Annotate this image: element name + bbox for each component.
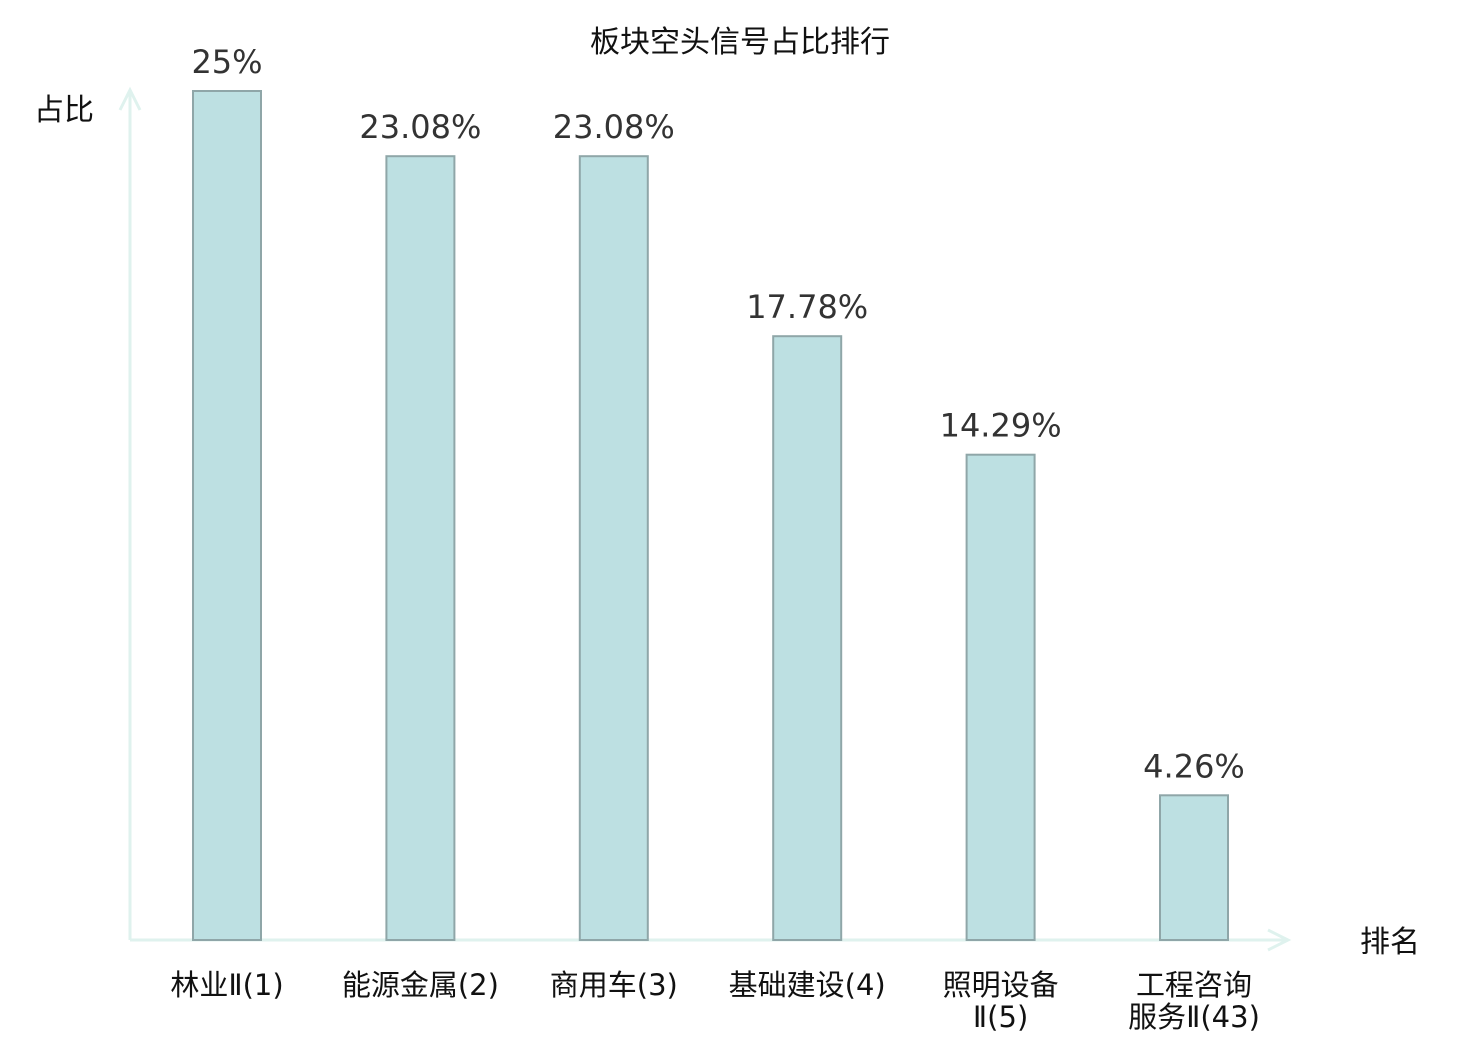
y-axis-arrowhead: [118, 86, 142, 111]
category-label-line: Ⅱ(5): [973, 1000, 1028, 1034]
chart-title: 板块空头信号占比排行: [590, 25, 890, 60]
category-label-line: 工程咨询: [1136, 968, 1252, 1002]
value-labels-group: 25% 23.08% 23.08% 17.78% 14.29% 4.26%: [191, 43, 1244, 785]
category-label-line: 林业Ⅱ(1): [170, 968, 283, 1002]
category-label-line: 商用车(3): [550, 968, 678, 1002]
category-label-line: 服务Ⅱ(43): [1128, 1000, 1260, 1034]
y-axis-label: 占比: [34, 93, 94, 128]
category-label-line: 照明设备: [943, 968, 1059, 1002]
value-label: 4.26%: [1143, 747, 1245, 785]
value-label: 23.08%: [553, 108, 675, 146]
x-axis-label: 排名: [1360, 925, 1420, 960]
bar: [192, 90, 262, 941]
category-label: 照明设备 Ⅱ(5): [943, 968, 1059, 1034]
bar: [385, 155, 456, 941]
value-label: 23.08%: [359, 108, 481, 146]
category-label-line: 基础建设(4): [729, 968, 886, 1002]
category-label-line: 能源金属(2): [342, 968, 499, 1002]
bar: [578, 155, 649, 941]
x-axis-arrowhead: [1267, 928, 1292, 952]
value-label: 17.78%: [746, 288, 868, 326]
bar: [1159, 794, 1229, 941]
category-label: 工程咨询服务Ⅱ(43): [1128, 968, 1260, 1034]
category-label: 基础建设(4): [729, 968, 886, 1002]
value-label: 25%: [191, 43, 262, 81]
value-label: 14.29%: [940, 407, 1062, 445]
category-label: 商用车(3): [550, 968, 678, 1002]
bars-group: [192, 90, 1229, 941]
category-label: 林业Ⅱ(1): [170, 968, 283, 1002]
bar: [965, 453, 1036, 941]
category-labels-group: 林业Ⅱ(1) 能源金属(2) 商用车(3) 基础建设(4) 照明设备 Ⅱ(5) 工程咨询服务…: [170, 968, 1260, 1034]
bar: [772, 335, 843, 941]
category-label: 能源金属(2): [342, 968, 499, 1002]
